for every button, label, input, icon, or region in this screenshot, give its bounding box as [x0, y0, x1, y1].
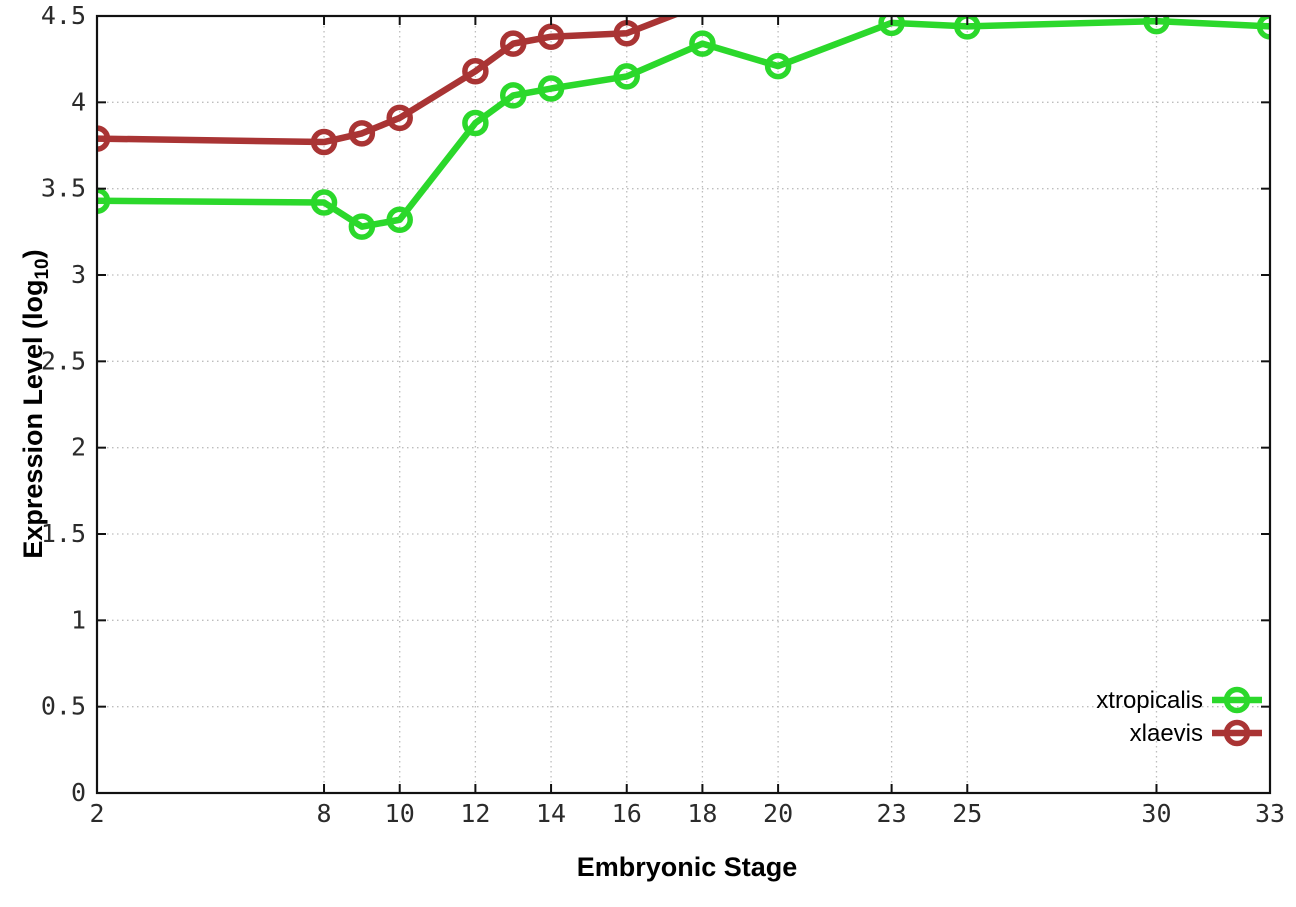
series-marker-xlaevis	[348, 120, 376, 147]
x-tick-label: 14	[536, 799, 566, 828]
y-axis-title-suffix: )	[17, 249, 48, 259]
series-marker-xlaevis	[310, 128, 338, 156]
x-tick-label: 33	[1255, 799, 1285, 828]
x-tick-label: 25	[952, 799, 982, 828]
series-marker-xtropicalis	[537, 75, 565, 102]
series-marker-xtropicalis	[386, 206, 413, 233]
series-marker-xlaevis	[499, 30, 527, 57]
y-tick-label: 1	[71, 605, 86, 634]
x-tick-label: 16	[612, 799, 642, 828]
y-tick-label: 0.5	[41, 692, 86, 721]
x-tick-label: 20	[763, 799, 793, 828]
y-tick-label: 2	[71, 433, 86, 462]
y-tick-label: 3	[71, 260, 86, 289]
x-tick-label: 23	[877, 799, 907, 828]
legend-label-xlaevis: xlaevis	[1130, 720, 1203, 747]
series-marker-xlaevis	[97, 125, 111, 152]
legend-marker-xlaevis	[1223, 719, 1251, 747]
series-marker-xlaevis	[462, 58, 489, 85]
legend: xtropicalis xlaevis	[1096, 686, 1262, 747]
series-marker-xtropicalis	[954, 16, 981, 40]
tick-marks	[96, 15, 1271, 794]
series-marker-xtropicalis	[97, 187, 111, 215]
y-axis-title: Expression Level (log10)	[18, 249, 54, 558]
x-tick-label: 8	[317, 799, 332, 828]
series-marker-xtropicalis	[613, 63, 640, 90]
series-marker-xtropicalis	[764, 52, 792, 80]
x-tick-label: 12	[460, 799, 490, 828]
series-marker-xtropicalis	[499, 82, 527, 109]
plot-area	[97, 16, 1270, 240]
legend-marker-xtropicalis	[1223, 686, 1251, 714]
y-tick-label: 4	[71, 87, 86, 116]
x-tick-label: 2	[89, 799, 104, 828]
y-tick-label: 0	[71, 778, 86, 807]
x-tick-label: 18	[687, 799, 717, 828]
x-tick-label: 30	[1141, 799, 1171, 828]
x-axis-title: Embryonic Stage	[576, 852, 798, 882]
x-tick-label: 10	[385, 799, 415, 828]
series-marker-xtropicalis	[689, 30, 716, 57]
legend-label-xtropicalis: xtropicalis	[1096, 687, 1203, 714]
series-marker-xtropicalis	[878, 16, 905, 37]
series-marker-xlaevis	[537, 23, 565, 50]
y-tick-label: 1.5	[41, 519, 86, 548]
tick-labels: 2 8 10 12 14 16 18 20 23 25 30 33 0 0.5 1 1.5 2 2.5 3 3.5 4 4…	[41, 1, 1285, 828]
series-marker-xtropicalis	[310, 189, 338, 216]
series-marker-xtropicalis	[1143, 16, 1170, 35]
y-tick-label: 4.5	[41, 1, 86, 30]
plot-border	[95, 14, 1272, 795]
series-marker-xtropicalis	[1256, 16, 1270, 40]
y-axis-title-text: Expression Level (log	[17, 279, 48, 559]
y-axis-title-subscript: 10	[32, 258, 54, 280]
series-marker-xtropicalis	[348, 213, 376, 240]
y-tick-label: 3.5	[41, 174, 86, 203]
series-marker-xlaevis	[386, 104, 413, 132]
y-tick-label: 2.5	[41, 346, 86, 375]
series-marker-xtropicalis	[462, 109, 489, 137]
